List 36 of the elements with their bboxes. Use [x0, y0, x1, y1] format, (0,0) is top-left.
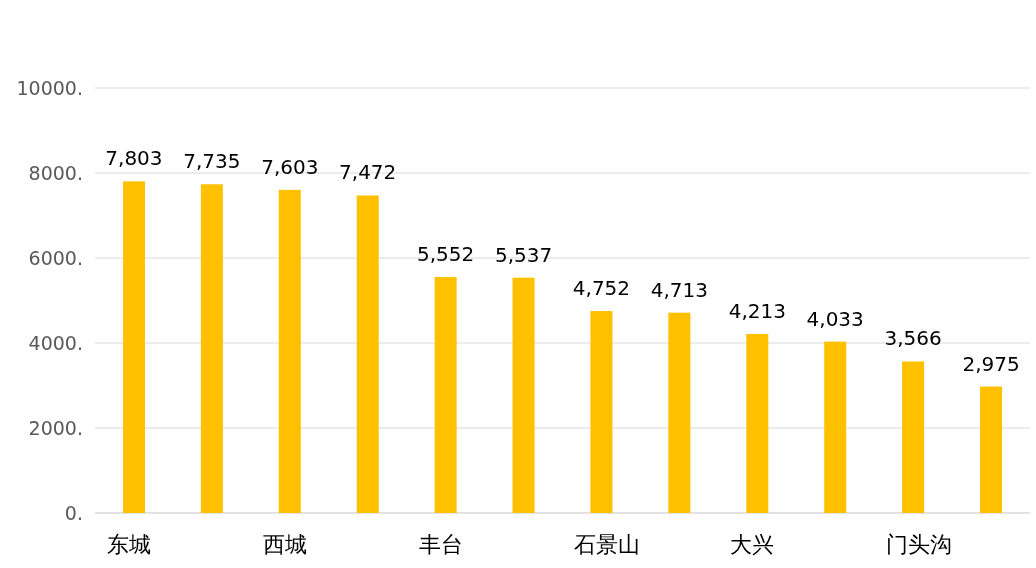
bar [590, 311, 613, 513]
data-label: 4,033 [806, 306, 864, 331]
x-tick-label: 门头沟 [886, 532, 953, 557]
y-tick-label: 0. [64, 502, 83, 524]
data-label: 5,537 [494, 242, 553, 267]
y-tick-label: 2000. [28, 417, 83, 439]
bar [824, 341, 847, 513]
bar [278, 189, 301, 513]
data-label: 3,566 [884, 326, 942, 351]
data-label: 7,603 [261, 154, 319, 179]
data-label: 7,803 [105, 146, 163, 171]
bar [356, 195, 379, 513]
x-tick-label: 丰台 [418, 532, 463, 557]
data-label: 4,213 [728, 298, 786, 323]
bar [122, 181, 145, 513]
y-tick-label: 8000. [28, 162, 83, 184]
bar [980, 386, 1003, 513]
y-tick-label: 10000. [16, 77, 83, 99]
bar [902, 361, 925, 513]
data-label: 4,752 [572, 276, 631, 301]
y-tick-label: 6000. [28, 247, 83, 269]
x-tick-label: 西城 [262, 532, 307, 557]
data-label: 7,735 [183, 149, 241, 174]
x-tick-label: 石景山 [574, 532, 641, 557]
x-tick-label: 东城 [106, 532, 151, 557]
bar [512, 277, 535, 513]
bar [746, 333, 769, 513]
bar [668, 312, 691, 513]
data-label: 4,713 [650, 277, 709, 302]
data-label: 7,472 [339, 160, 397, 185]
data-label: 2,975 [962, 351, 1020, 376]
y-tick-label: 4000. [28, 332, 83, 354]
x-tick-label: 大兴 [730, 532, 775, 557]
bar [200, 184, 223, 513]
data-label: 5,552 [416, 242, 475, 267]
bar [434, 277, 457, 513]
